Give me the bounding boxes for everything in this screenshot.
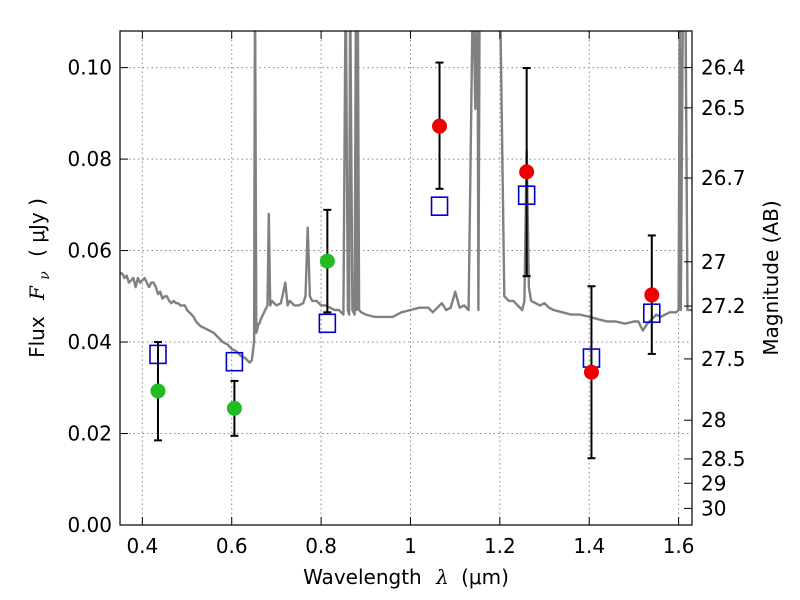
mag-tick-label: 27.2 [701,294,746,318]
observed-optical-point [150,383,166,399]
x-tick-label: 0.8 [305,534,337,558]
model-photometry-point [642,303,661,324]
y-axis-label-word: Flux [25,316,49,358]
model-photometry-point [430,196,449,216]
marker-layer [149,118,661,416]
mag-tick-label: 29 [701,471,726,495]
mag-tick-label: 28 [701,408,726,432]
y-axis-label: Flux F ν ( μJy ) [25,198,54,358]
model-photometry-point [225,351,244,372]
y-axis-label-subscript: ν [37,271,53,280]
observed-nir-point [583,364,599,380]
y-tick-label: 0.04 [67,330,112,354]
y2-axis-label: Magnitude (AB) [759,200,783,355]
model-photometry-point [517,185,536,206]
observed-nir-point [644,287,660,303]
observed-nir-point [432,118,448,134]
mag-tick-label: 27 [701,250,726,274]
model-photometry-point [318,313,337,334]
model-photometry-point [149,344,167,365]
x-tick-label: 1.4 [573,534,605,558]
x-axis-label-unit: (μm) [461,565,509,589]
mag-tick-label: 27.5 [701,347,746,371]
x-axis-label: Wavelength λ (μm) [303,565,509,589]
y-tick-label: 0.02 [67,422,112,446]
observed-optical-point [319,253,335,269]
x-tick-label: 1 [404,534,417,558]
model-spectrum-line [120,31,692,364]
mag-tick-label: 26.7 [701,166,746,190]
axis-ticks: 0.4 0.6 0.8 1 1.2 1.4 1.6 0.00 0.02 0.04 0.06 0.08 0… [67,31,746,558]
y-tick-label: 0.00 [67,513,112,537]
plot-frame [119,30,693,526]
mag-tick-label: 30 [701,496,726,520]
x-tick-label: 1.6 [663,534,695,558]
mag-tick-label: 26.4 [701,56,746,80]
x-axis-label-word: Wavelength [303,565,422,589]
y-tick-label: 0.10 [67,56,112,80]
y-axis-label-symbol: F [25,285,49,301]
plot-background [120,31,692,525]
x-tick-label: 0.4 [126,534,158,558]
y-axis-label-unit: ( μJy ) [25,198,49,257]
x-tick-label: 1.2 [484,534,516,558]
observed-optical-point [226,400,242,416]
y-tick-label: 0.06 [67,239,112,263]
spectrum-layer [120,31,692,364]
mag-tick-label: 26.5 [701,96,746,120]
y-tick-label: 0.08 [67,147,112,171]
x-tick-label: 0.6 [216,534,248,558]
mag-tick-label: 28.5 [701,447,746,471]
x-axis-label-symbol: λ [435,565,449,589]
observed-nir-point [519,164,535,180]
